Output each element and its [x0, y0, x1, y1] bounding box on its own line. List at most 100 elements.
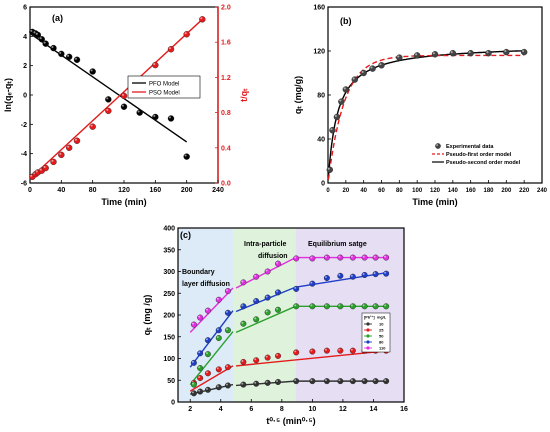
panel-c-xtick-label: 2 [188, 406, 192, 413]
panel-c-point-10 [372, 378, 379, 385]
panel-c-point-80 [323, 275, 330, 282]
panel-c-point-10-highlight [338, 379, 341, 382]
panel-c-point-50-highlight [205, 352, 208, 355]
panel-c-point-50-highlight [225, 328, 228, 331]
panel-c-point-10 [197, 388, 204, 395]
panel-c-point-50 [215, 335, 222, 342]
panel-b-legend-marker-highlight [436, 144, 438, 146]
panel-c-point-110 [383, 254, 390, 261]
panel-c-point-80 [204, 337, 211, 344]
panel-c-ytick-label: 300 [163, 269, 175, 276]
panel-b-legend-label: Pseudo-second order model [446, 160, 521, 166]
panel-c-point-80 [361, 271, 368, 278]
panel-b-point-highlight [468, 51, 471, 54]
panel-c-legend-label: 10 [379, 322, 384, 327]
panel-b-point [333, 113, 341, 121]
panel-c-point-10 [337, 378, 344, 385]
panel-b-point [326, 166, 333, 174]
panel-c-region-label-3: Equilibrium satge [308, 241, 367, 248]
panel-c-point-80-highlight [265, 295, 268, 298]
panel-a-ylabel-right: t/qₜ [239, 88, 249, 102]
panel-c-point-80-highlight [294, 286, 297, 289]
panel-c-point-10 [240, 381, 247, 388]
panel-c-point-50-highlight [241, 321, 244, 324]
panel-a-xlabel: Time (min) [101, 197, 146, 207]
panel-c-point-50-highlight [276, 307, 279, 310]
panel-b-point-highlight [504, 50, 507, 53]
panel-c-legend-title: [Pb²⁺] [364, 316, 375, 320]
panel-c-point-25 [264, 354, 271, 361]
panel-c-point-110-highlight [254, 274, 257, 277]
panel-a-point-1 [89, 123, 96, 130]
panel-a-legend-label: PSO Model [149, 91, 180, 97]
panel-c-point-10-highlight [191, 391, 194, 394]
panel-b-ylabel: qₜ (mg/g) [293, 76, 303, 114]
panel-c-region-label-1b: layer diffusion [182, 281, 230, 288]
panel-c-point-50 [253, 316, 260, 323]
panel-c-point-50 [337, 303, 344, 310]
panel-c-ytick-label: 100 [163, 356, 175, 363]
panel-c-point-25-highlight [225, 365, 228, 368]
panel-c-point-25-highlight [254, 358, 257, 361]
panel-c-point-10-highlight [384, 379, 387, 382]
panel-b-ytick-label: 40 [317, 137, 325, 144]
panel-b-point-highlight [327, 167, 330, 170]
panel-b-point [413, 52, 421, 59]
panel-a-ytick-label: 6 [23, 5, 27, 12]
panel-c-point-25-highlight [310, 349, 313, 352]
panel-b-point-highlight [432, 52, 436, 55]
panel-c-point-110 [240, 279, 247, 286]
panel-b-point [342, 86, 350, 93]
panel-c-point-110-highlight [324, 255, 327, 258]
panel-c-point-25-highlight [205, 371, 208, 374]
panel-c-point-25 [337, 347, 344, 354]
panel-a-point-1 [199, 16, 206, 23]
panel-c-point-110 [323, 254, 330, 261]
panel-a-point-1-highlight [67, 145, 70, 148]
panel-c-fit-line-80 [189, 310, 234, 368]
panel-b-point [351, 76, 358, 83]
panel-b-xtick-label: 80 [396, 188, 403, 194]
panel-a-point-0-highlight [168, 116, 171, 119]
panel-c-point-10-highlight [294, 379, 297, 382]
panel-b-xtick-label: 60 [378, 188, 385, 194]
panel-c-point-110-highlight [216, 297, 219, 300]
panel-c-point-110 [197, 314, 204, 321]
panel-c-xtick-label: 10 [308, 406, 316, 413]
panel-c-point-50 [372, 303, 379, 310]
panel-c-point-110-highlight [373, 255, 376, 258]
panel-c-point-110 [372, 254, 379, 261]
panel-c-legend-box [361, 312, 391, 353]
panel-c-point-110-highlight [225, 289, 228, 292]
panel-c-point-110-highlight [191, 322, 194, 325]
panel-c-point-10 [323, 378, 330, 385]
panel-c-xtick-label: 4 [219, 406, 223, 413]
panel-c-legend-marker [366, 328, 370, 332]
panel-a-point-0 [120, 103, 128, 110]
panel-a-ytick-right-label: 0.4 [221, 145, 231, 152]
panel-c-legend-marker [366, 346, 370, 350]
panel-c-point-50 [224, 327, 231, 334]
panel-b-point-highlight [370, 66, 373, 69]
panel-a-point-0 [152, 113, 159, 121]
panel-a-point-1-highlight [168, 47, 171, 50]
panel-a-ylabel-left: ln(qₑ-qₜ) [3, 78, 13, 112]
panel-c-point-110-highlight [241, 280, 244, 283]
panel-c-point-50-highlight [324, 304, 327, 307]
panel-b-point-highlight [486, 51, 489, 54]
panel-a-point-0 [183, 153, 190, 160]
panel-b-label: (b) [340, 16, 352, 26]
panel-c-ytick-label: 350 [163, 247, 175, 254]
panel-c-point-25-highlight [198, 376, 201, 379]
panel-a-ytick-label: 4 [23, 34, 27, 41]
panel-c-point-10 [361, 378, 368, 385]
panel-a-ytick-label: -6 [21, 181, 27, 188]
panel-c-point-10-highlight [205, 387, 208, 390]
panel-c-point-110 [349, 254, 356, 261]
panel-b-point-highlight [352, 77, 355, 80]
panel-c-point-80 [197, 350, 204, 357]
panel-c-point-80-highlight [225, 310, 228, 313]
panel-b-legend-label: Experimental data [446, 144, 494, 150]
